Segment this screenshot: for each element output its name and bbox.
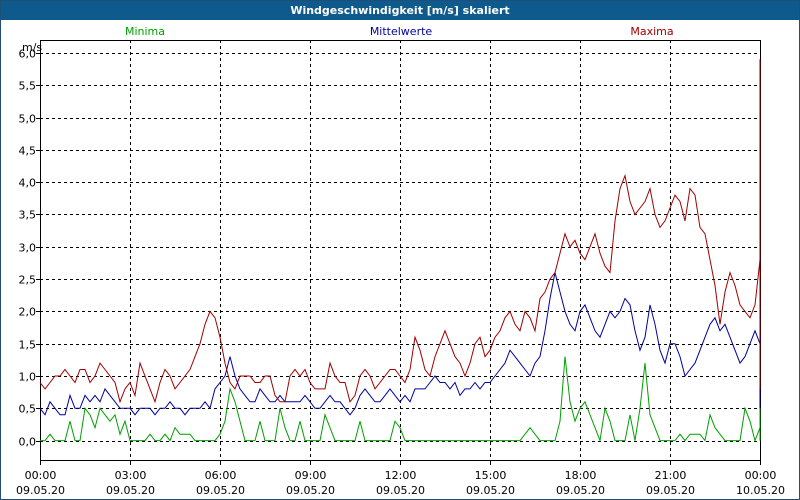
series-lines (39, 59, 761, 443)
x-tick-time: 00:00 (25, 469, 57, 482)
y-tick-label: 6,0 (19, 48, 37, 61)
series-line-maxima (39, 59, 761, 404)
x-tick-date: 09.05.20 (196, 484, 245, 497)
x-tick-time: 21:00 (655, 469, 687, 482)
x-tick-time: 12:00 (385, 469, 417, 482)
x-tick-time: 06:00 (205, 469, 237, 482)
axis-ticks: 0,0 0,5 1,0 1,5 2,0 2,5 3,0 3,5 4,0 4,5 5,0 5,5 6,0 0… (16, 48, 785, 498)
y-tick-label: 5,0 (19, 113, 37, 126)
x-tick-time: 03:00 (115, 469, 147, 482)
y-tick-label: 2,5 (19, 274, 37, 287)
x-tick-time: 15:00 (475, 469, 507, 482)
y-tick-label: 1,5 (19, 339, 37, 352)
y-tick-label: 2,0 (19, 306, 37, 319)
x-tick-date: 09.05.20 (106, 484, 155, 497)
y-tick-label: 3,5 (19, 209, 37, 222)
grid (40, 40, 760, 460)
series-line-mittelwerte (39, 227, 761, 416)
window-title: Windgeschwindigkeit [m/s] skaliert (1, 1, 799, 20)
x-tick-date: 09.05.20 (466, 484, 515, 497)
x-tick-date: 09.05.20 (286, 484, 335, 497)
series-line-minima (40, 356, 761, 443)
x-tick-date: 10.05.20 (736, 484, 785, 497)
x-tick-date: 09.05.20 (646, 484, 695, 497)
x-tick-time: 09:00 (295, 469, 327, 482)
y-tick-label: 0,0 (19, 436, 37, 449)
y-tick-label: 4,0 (19, 177, 37, 190)
y-tick-label: 5,5 (19, 80, 37, 93)
x-tick-date: 09.05.20 (16, 484, 65, 497)
x-tick-time: 18:00 (565, 469, 597, 482)
y-tick-label: 3,0 (19, 242, 37, 255)
legend-maxima: Maxima (630, 25, 673, 38)
legend-mittelwerte: Mittelwerte (370, 25, 433, 38)
y-axis-label: m/s (22, 41, 42, 54)
x-tick-time: 00:00 (745, 469, 777, 482)
x-tick-date: 09.05.20 (556, 484, 605, 497)
y-tick-label: 4,5 (19, 145, 37, 158)
legend-minima: Minima (125, 25, 165, 38)
y-tick-label: 0,5 (19, 403, 37, 416)
x-tick-date: 09.05.20 (376, 484, 425, 497)
y-tick-label: 1,0 (19, 371, 37, 384)
